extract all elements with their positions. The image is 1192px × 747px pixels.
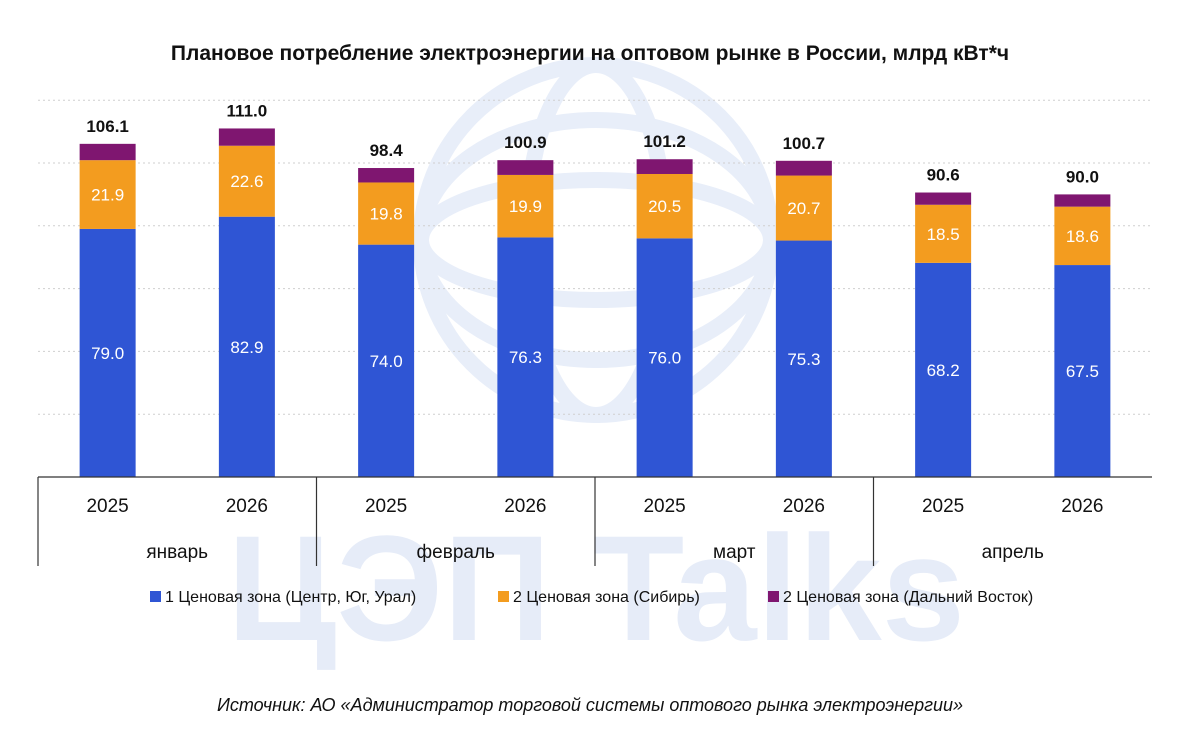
- x-tick-label: 2025: [922, 496, 964, 517]
- x-axis: январь февраль март апрель 2025 2026 2025 2026 2…: [37, 476, 1152, 566]
- data-label: 76.3: [509, 348, 542, 367]
- chart-title: Плановое потребление электроэнергии на о…: [171, 42, 1009, 65]
- bar-segment: [79, 160, 136, 229]
- data-label: 74.0: [370, 352, 403, 371]
- bar-segment: [497, 160, 554, 175]
- legend-label: 1 Ценовая зона (Центр, Юг, Урал): [165, 589, 416, 606]
- bar-segment: [358, 244, 415, 477]
- bar-segment: [218, 128, 275, 146]
- legend-swatch: [768, 591, 779, 602]
- legend-swatch: [498, 591, 509, 602]
- data-label: 75.3: [787, 350, 820, 369]
- data-label: 20.5: [648, 197, 681, 216]
- total-label: 90.0: [1066, 167, 1099, 186]
- total-label: 111.0: [227, 101, 268, 120]
- group-label: апрель: [982, 542, 1044, 563]
- x-tick-label: 2025: [86, 496, 128, 517]
- bar-segment: [915, 262, 972, 477]
- data-label: 79.0: [91, 344, 124, 363]
- bar-segment: [358, 168, 415, 183]
- x-tick-label: 2026: [504, 496, 546, 517]
- bar-segment: [218, 145, 275, 217]
- data-label: 67.5: [1066, 362, 1099, 381]
- group-label: февраль: [417, 542, 496, 563]
- bars: 79.0 21.9 106.1 82.9 22.6 111.0 74.0 19.8 98.4 76…: [79, 101, 1111, 477]
- total-label: 100.9: [504, 133, 547, 152]
- bar-segment: [775, 160, 832, 176]
- bar-segment: [915, 204, 972, 263]
- data-label: 20.7: [787, 199, 820, 218]
- data-label: 19.9: [509, 197, 542, 216]
- bar-segment: [1054, 194, 1111, 207]
- watermark-text: ЦЭП Talks: [227, 504, 965, 672]
- total-label: 101.2: [643, 132, 686, 151]
- data-label: 22.6: [230, 172, 263, 191]
- bar-segment: [218, 216, 275, 477]
- total-label: 98.4: [370, 141, 404, 160]
- bar-segment: [1054, 206, 1111, 266]
- watermark-logo-icon: [413, 57, 779, 423]
- total-label: 90.6: [927, 166, 960, 185]
- bar-segment: [1054, 265, 1111, 477]
- bar-segment: [79, 143, 136, 161]
- x-tick-label: 2026: [226, 496, 268, 517]
- data-label: 18.5: [927, 225, 960, 244]
- total-label: 106.1: [86, 117, 129, 136]
- bar-segment: [497, 174, 554, 238]
- group-label: январь: [146, 542, 208, 563]
- bar-segment: [79, 228, 136, 477]
- bar-segment: [636, 238, 693, 477]
- bar-segment: [775, 240, 832, 477]
- total-label: 100.7: [783, 134, 826, 153]
- watermark: ЦЭП Talks: [227, 57, 965, 672]
- group-label: март: [713, 542, 756, 563]
- x-tick-label: 2026: [783, 496, 825, 517]
- legend-label: 2 Ценовая зона (Дальний Восток): [783, 589, 1033, 606]
- bar-segment: [915, 192, 972, 205]
- x-tick-label: 2025: [643, 496, 685, 517]
- legend-swatch: [150, 591, 161, 602]
- x-tick-label: 2026: [1061, 496, 1103, 517]
- bar-segment: [497, 237, 554, 477]
- legend: 1 Ценовая зона (Центр, Юг, Урал) 2 Ценова…: [150, 589, 1033, 606]
- data-label: 68.2: [927, 361, 960, 380]
- legend-label: 2 Ценовая зона (Сибирь): [513, 589, 700, 606]
- x-tick-label: 2025: [365, 496, 407, 517]
- bar-segment: [636, 173, 693, 239]
- data-label: 21.9: [91, 186, 124, 205]
- bar-segment: [775, 175, 832, 241]
- data-label: 19.8: [370, 205, 403, 224]
- data-label: 76.0: [648, 349, 681, 368]
- source-note: Источник: АО «Администратор торговой сис…: [217, 695, 963, 715]
- data-label: 82.9: [230, 338, 263, 357]
- bar-segment: [358, 182, 415, 245]
- data-label: 18.6: [1066, 227, 1099, 246]
- bar-segment: [636, 159, 693, 174]
